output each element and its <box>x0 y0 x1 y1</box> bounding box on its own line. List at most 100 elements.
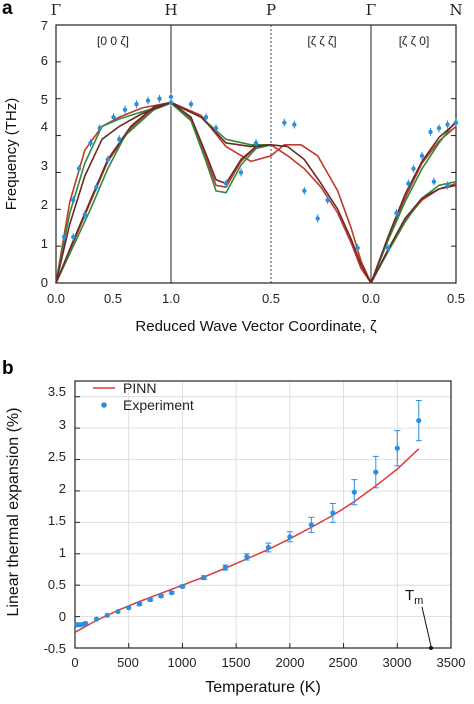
experiment-point <box>287 534 293 540</box>
a-xtick-label: 0.0 <box>47 291 65 306</box>
panel-b-y-axis-title: Linear thermal expansion (%) <box>5 408 22 617</box>
experiment-point <box>394 445 400 451</box>
experimental-point <box>436 126 442 131</box>
b-xtick-label: 3000 <box>383 655 412 670</box>
experimental-point <box>71 234 76 240</box>
experimental-point <box>419 153 425 159</box>
experimental-point <box>111 114 116 120</box>
experimental-point <box>157 96 162 101</box>
b-ytick-label: 0 <box>59 609 66 624</box>
a-ytick-label: 0 <box>41 275 48 290</box>
dispersion-curve <box>55 101 272 284</box>
experimental-point <box>223 181 229 186</box>
experiment-point <box>83 620 89 627</box>
panel-a-x-axis-title: Reduced Wave Vector Coordinate, ζ <box>135 318 377 335</box>
experiment-point <box>265 544 271 551</box>
panel-a-y-ticks: 0 1 2 3 4 5 6 7 <box>41 18 48 290</box>
sym-point-n: N <box>449 1 462 19</box>
dispersion-curve <box>55 102 271 284</box>
panel-b-series <box>74 399 422 633</box>
a-xtick-label: 0.5 <box>104 291 122 306</box>
experimental-point <box>292 122 297 127</box>
experimental-point <box>97 126 102 131</box>
experiment-point <box>126 605 132 611</box>
legend-experiment-swatch <box>101 402 107 408</box>
panel-b-legend: PINN Experiment <box>93 380 194 413</box>
experiment-point <box>158 593 164 599</box>
panel-b-letter: b <box>2 358 14 379</box>
tm-annotation: Tm <box>405 587 433 650</box>
panel-b-x-axis-title: Temperature (K) <box>205 679 321 696</box>
b-ytick-label: 3.5 <box>48 384 66 399</box>
dispersion-curve <box>370 182 457 284</box>
experimental-point <box>117 137 122 142</box>
panel-a-experimental-points <box>61 92 459 252</box>
panel-b-border <box>74 380 452 649</box>
panel-b-plot-area <box>74 380 452 649</box>
experimental-point <box>94 184 99 190</box>
experimental-point <box>82 212 87 218</box>
a-ytick-label: 3 <box>41 158 48 173</box>
experiment-point <box>244 554 250 560</box>
dispersion-curve <box>370 184 457 284</box>
b-xtick-label: 1500 <box>222 655 251 670</box>
tm-annotation-subscript: m <box>414 595 423 607</box>
panel-a-dispersion-curves <box>55 101 457 284</box>
experimental-point <box>203 114 209 120</box>
b-xtick-label: 500 <box>117 655 139 670</box>
a-xtick-label: 1.0 <box>162 291 180 306</box>
legend-experiment-label: Experiment <box>123 397 194 413</box>
region-label-zzz: [ζ ζ ζ] <box>307 34 336 48</box>
dispersion-curve <box>370 122 457 284</box>
experimental-point <box>105 157 110 162</box>
b-ytick-label: 1.5 <box>48 513 66 528</box>
experimental-point <box>445 183 450 188</box>
experimental-point <box>168 94 174 100</box>
experimental-point <box>61 234 67 240</box>
sym-point-gamma-2: Γ <box>366 1 376 19</box>
experiment-point <box>115 608 121 615</box>
experimental-point <box>325 197 330 203</box>
b-xtick-label: 3500 <box>437 655 466 670</box>
experiment-point <box>147 597 153 603</box>
panel-b-y-ticks: -0.5 0 0.5 1 1.5 2 2.5 3 3.5 <box>44 384 66 656</box>
panel-a-plot-area <box>55 24 457 284</box>
panel-a-letter: a <box>2 0 13 19</box>
region-label-00z: [0 0 ζ] <box>97 34 129 48</box>
sym-point-gamma-1: Γ <box>51 1 61 19</box>
experimental-point <box>88 140 93 146</box>
a-ytick-label: 5 <box>41 92 48 107</box>
dispersion-curve <box>370 180 457 284</box>
experimental-point <box>431 179 437 184</box>
experiment-point <box>373 469 379 475</box>
tm-annotation-dot <box>429 646 433 650</box>
experiment-point <box>351 489 357 495</box>
experiment-point <box>93 616 100 622</box>
experimental-point <box>385 245 391 251</box>
panel-a-symmetry-labels: Γ H P Γ N <box>51 1 463 19</box>
experimental-point <box>302 188 307 194</box>
experimental-point <box>428 129 433 135</box>
experimental-point <box>145 98 151 103</box>
experimental-point <box>315 216 320 221</box>
experimental-point <box>238 170 244 175</box>
legend-pinn-label: PINN <box>123 380 156 396</box>
dispersion-curve <box>55 101 372 284</box>
experimental-point <box>188 102 194 107</box>
experiment-point <box>308 522 314 528</box>
experimental-point <box>394 210 399 216</box>
experiment-point <box>330 510 336 516</box>
experimental-point <box>71 197 76 203</box>
tm-annotation-label: Tm <box>405 587 423 607</box>
panel-b-grid <box>75 381 451 648</box>
experiment-point <box>416 417 422 424</box>
dispersion-curve <box>55 102 272 284</box>
b-xtick-label: 1000 <box>168 655 197 670</box>
experimental-point <box>355 245 360 251</box>
b-ytick-label: 3 <box>59 417 66 432</box>
experimental-point <box>134 102 139 107</box>
b-ytick-label: 0.5 <box>48 577 66 592</box>
experiment-point <box>222 564 228 571</box>
a-xtick-label: 0.0 <box>362 291 380 306</box>
